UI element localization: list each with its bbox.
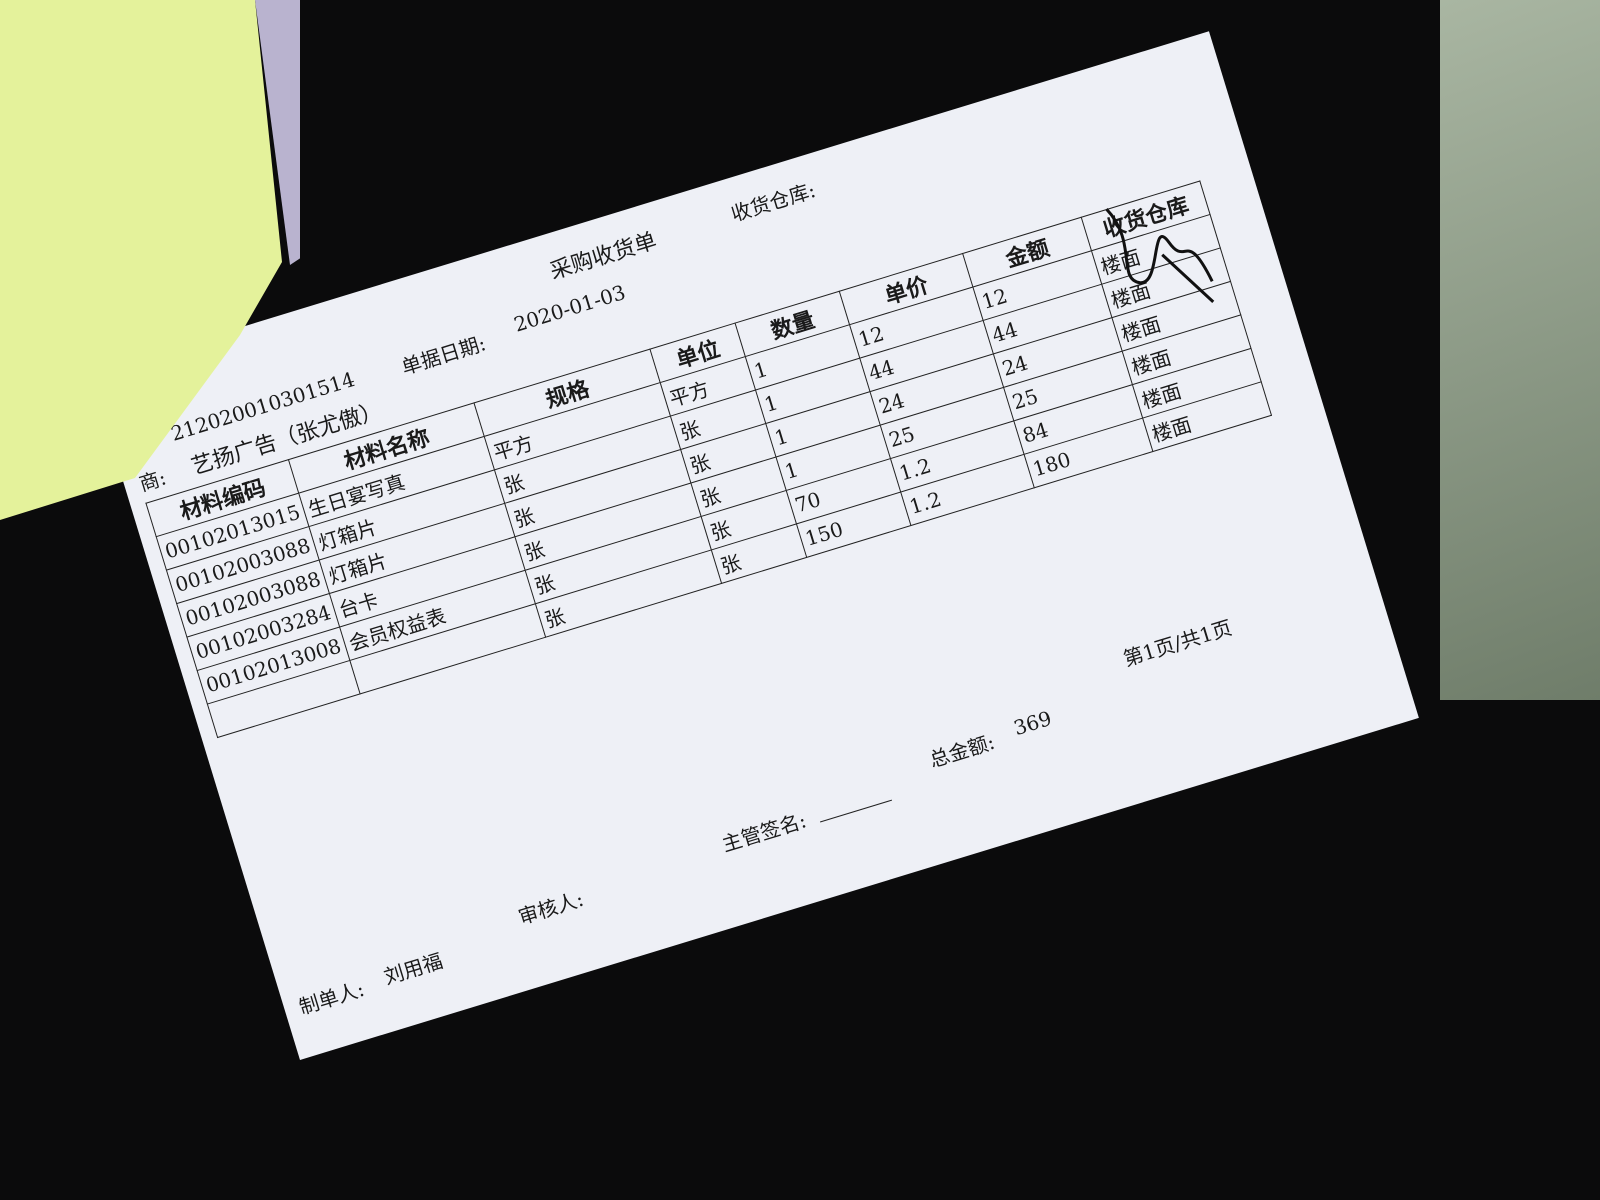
signature-line [820, 799, 893, 823]
date: 2020-01-03 [511, 279, 629, 337]
total: 369 [1010, 706, 1055, 741]
receipt-paper: 采购收货单 收货仓库: 212020010301514 单据日期: 2020-0… [90, 31, 1419, 1060]
page-number: 第1页/共1页 [1120, 615, 1235, 672]
total-label: 总金额: [926, 729, 998, 773]
signature [1105, 208, 1215, 303]
supervisor-label: 主管签名: [719, 808, 810, 857]
warehouse-label: 收货仓库: [728, 177, 819, 227]
title: 采购收货单 [547, 228, 660, 285]
background-cloth [1440, 0, 1600, 700]
maker-label: 制单人: [296, 976, 368, 1020]
yellow-paper [0, 0, 300, 520]
date-label: 单据日期: [398, 331, 489, 380]
maker: 刘用福 [381, 948, 446, 990]
reviewer-label: 审核人: [515, 886, 587, 930]
